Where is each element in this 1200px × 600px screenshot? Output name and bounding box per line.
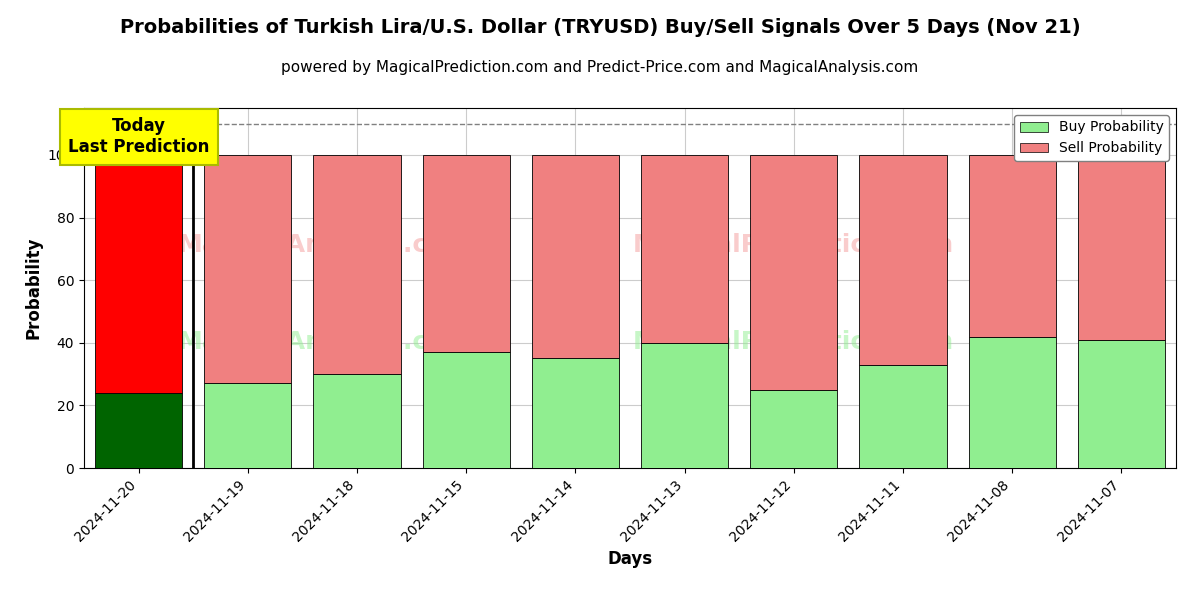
Bar [750, 155, 838, 390]
Bar [313, 155, 401, 374]
Bar [968, 337, 1056, 468]
Bar [422, 352, 510, 468]
Bar [859, 365, 947, 468]
Bar [1078, 155, 1165, 340]
Bar [641, 343, 728, 468]
Bar [1078, 340, 1165, 468]
Bar [532, 155, 619, 358]
Text: MagicalAnalysis.com: MagicalAnalysis.com [178, 330, 472, 354]
Text: Probabilities of Turkish Lira/U.S. Dollar (TRYUSD) Buy/Sell Signals Over 5 Days : Probabilities of Turkish Lira/U.S. Dolla… [120, 18, 1080, 37]
Text: MagicalPrediction.com: MagicalPrediction.com [634, 330, 954, 354]
Text: Today
Last Prediction: Today Last Prediction [68, 118, 209, 156]
Bar [532, 358, 619, 468]
Text: powered by MagicalPrediction.com and Predict-Price.com and MagicalAnalysis.com: powered by MagicalPrediction.com and Pre… [281, 60, 919, 75]
Bar [95, 155, 182, 393]
Legend: Buy Probability, Sell Probability: Buy Probability, Sell Probability [1014, 115, 1169, 161]
Text: MagicalAnalysis.com: MagicalAnalysis.com [178, 233, 472, 257]
Bar [204, 383, 292, 468]
Bar [204, 155, 292, 383]
Bar [750, 390, 838, 468]
X-axis label: Days: Days [607, 550, 653, 568]
Bar [859, 155, 947, 365]
Text: MagicalPrediction.com: MagicalPrediction.com [634, 233, 954, 257]
Bar [313, 374, 401, 468]
Bar [95, 393, 182, 468]
Bar [641, 155, 728, 343]
Bar [968, 155, 1056, 337]
Bar [422, 155, 510, 352]
Y-axis label: Probability: Probability [24, 237, 42, 339]
